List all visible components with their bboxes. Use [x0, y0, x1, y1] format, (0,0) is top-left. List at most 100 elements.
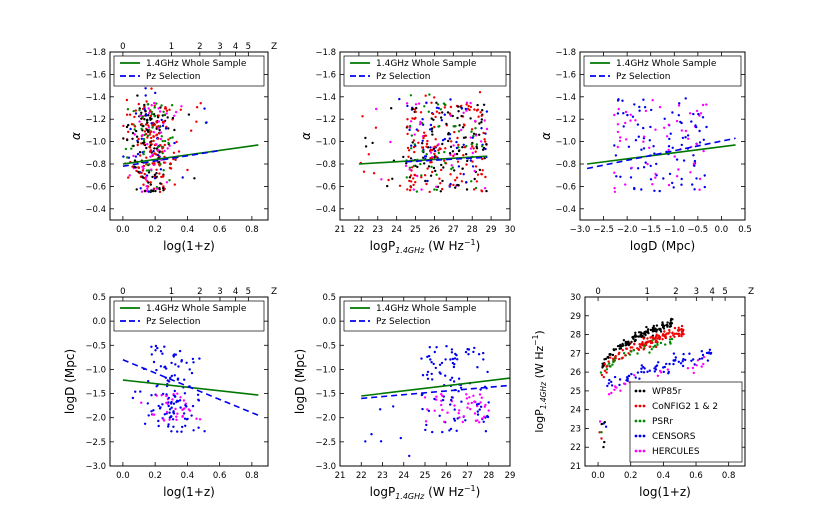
- data-point: [452, 183, 455, 187]
- data-point: [474, 150, 477, 153]
- data-point: [167, 425, 170, 428]
- data-point: [484, 147, 487, 151]
- data-point: [474, 127, 477, 130]
- data-point: [162, 161, 166, 164]
- data-point: [682, 159, 686, 162]
- data-point: [168, 408, 172, 411]
- data-point: [205, 121, 208, 124]
- data-point: [133, 128, 136, 131]
- y-tick-label: 29: [570, 312, 581, 322]
- data-point: [163, 149, 166, 153]
- data-point: [421, 135, 425, 138]
- data-point: [141, 115, 144, 119]
- data-point: [128, 174, 131, 177]
- data-point: [450, 348, 454, 351]
- data-point: [634, 139, 638, 142]
- data-point: [462, 123, 466, 126]
- data-point: [601, 365, 604, 368]
- data-point: [441, 187, 444, 191]
- data-point: [650, 348, 653, 351]
- y-tick-label: −1.0: [315, 365, 336, 375]
- data-point: [457, 390, 460, 393]
- data-point: [702, 362, 705, 366]
- data-point: [371, 141, 374, 145]
- data-point: [141, 134, 144, 137]
- data-point: [176, 399, 179, 402]
- data-point: [612, 348, 616, 352]
- data-point: [199, 102, 202, 105]
- data-point: [681, 136, 685, 140]
- data-point: [481, 157, 484, 161]
- data-point: [160, 394, 163, 397]
- data-point: [172, 402, 176, 405]
- data-point: [435, 395, 438, 398]
- data-point: [485, 110, 489, 113]
- data-point: [145, 189, 149, 193]
- data-point: [443, 113, 446, 116]
- z-tick-label: 3: [217, 287, 222, 297]
- data-point: [671, 111, 674, 114]
- data-point: [483, 119, 486, 122]
- data-point: [175, 418, 178, 421]
- data-point: [166, 379, 169, 382]
- data-point: [153, 114, 156, 118]
- data-point: [465, 393, 468, 396]
- data-point: [441, 394, 444, 397]
- data-point: [616, 123, 620, 126]
- legend-entry: WP85r: [652, 387, 682, 397]
- y-axis-label: logD (Mpc): [293, 349, 307, 414]
- data-point: [362, 170, 366, 173]
- legend-entry: HERCULES: [652, 447, 700, 457]
- data-point: [466, 107, 470, 111]
- data-point: [608, 353, 611, 356]
- data-layer: [586, 97, 736, 193]
- y-axis-label-sub: 1.4GHz: [539, 381, 548, 409]
- data-point: [448, 133, 452, 136]
- data-point: [608, 378, 611, 382]
- legend-marker: [634, 389, 638, 393]
- data-point: [167, 141, 170, 145]
- data-point: [430, 101, 433, 105]
- data-point: [680, 143, 683, 147]
- x-tick-label: 28: [467, 225, 478, 235]
- data-point: [145, 100, 148, 103]
- data-point: [131, 396, 135, 400]
- data-point: [411, 107, 414, 111]
- data-point: [451, 166, 455, 169]
- data-point: [692, 162, 696, 165]
- data-point: [452, 417, 456, 420]
- data-point: [437, 149, 440, 152]
- y-tick-label: −2.0: [315, 414, 336, 424]
- data-point: [128, 113, 132, 116]
- data-point: [645, 341, 648, 345]
- legend-entry: Pz Selection: [616, 72, 671, 82]
- data-point: [448, 112, 452, 115]
- data-point: [425, 182, 428, 186]
- data-point: [622, 352, 626, 355]
- data-point: [136, 143, 139, 147]
- data-point: [649, 178, 653, 181]
- data-point: [686, 367, 690, 370]
- x-tick-label: 0.2: [624, 471, 638, 481]
- legend-box: [113, 300, 265, 332]
- data-point: [684, 97, 687, 100]
- x-tick-label: 27: [462, 471, 473, 481]
- data-point: [172, 355, 175, 358]
- data-point: [443, 137, 447, 141]
- data-point: [162, 169, 165, 172]
- data-point: [132, 144, 135, 148]
- data-point: [646, 328, 650, 331]
- legend-box: [629, 381, 743, 463]
- x-tick-label: 0.6: [689, 471, 703, 481]
- whole-sample-line: [122, 144, 259, 165]
- data-point: [154, 189, 157, 193]
- y-tick-label: 27: [570, 349, 581, 359]
- data-point: [138, 114, 142, 118]
- data-point: [127, 176, 130, 179]
- data-point: [460, 104, 463, 108]
- data-point: [626, 340, 630, 344]
- data-point: [646, 337, 649, 340]
- data-point: [426, 377, 430, 380]
- legend-entry: 1.4GHz Whole Sample: [376, 304, 477, 314]
- x-axis-label-main: logP: [370, 485, 396, 499]
